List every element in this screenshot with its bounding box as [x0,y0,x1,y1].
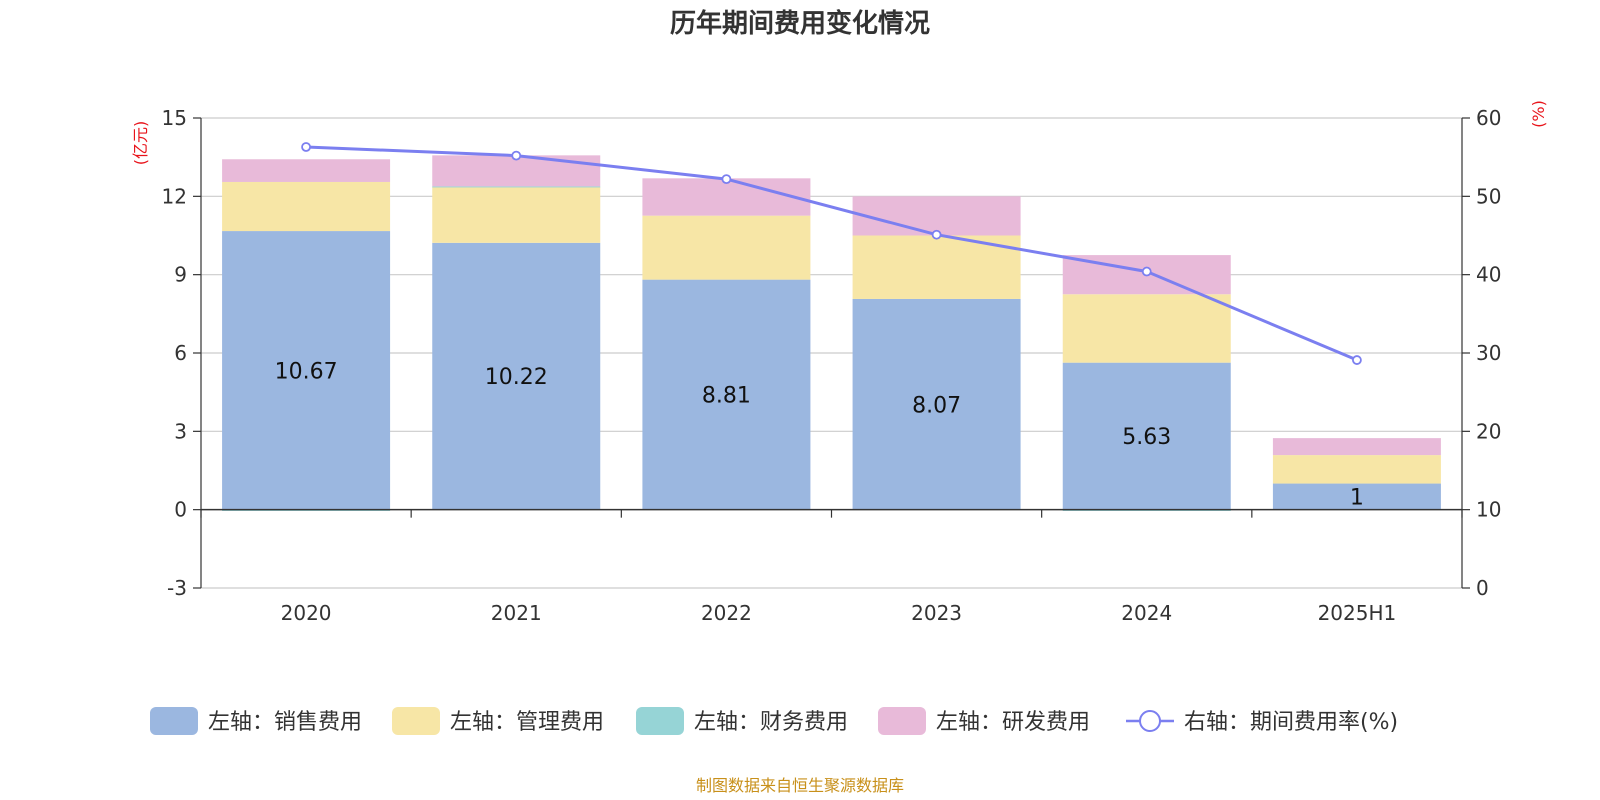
bar-2025H1 [1272,455,1441,484]
x-axis-tick-label: 2023 [911,601,962,625]
bar-2020 [222,181,391,232]
rate-point [931,229,942,240]
left-axis-tick-label: 12 [162,184,187,208]
left-axis-tick-label: 15 [162,106,187,130]
legend-swatch [392,707,440,735]
rate-point [511,150,522,161]
x-axis-tick-label: 2021 [491,601,542,625]
data-source-note: 制图数据来自恒生聚源数据库 [696,776,904,795]
data-label: 1 [1350,486,1364,511]
bar-2025H1 [1272,483,1441,510]
left-axis-tick-label: 0 [174,498,187,522]
data-labels: 10.67 10.22 8.81 8.07 5.63 1 [275,359,1364,510]
right-axis-tick-label: 50 [1476,184,1501,208]
x-axis-tick-label: 2025H1 [1318,601,1397,625]
right-axis-tick-label: 30 [1476,341,1501,365]
right-axis-tick-label: 20 [1476,419,1501,443]
bar-2021 [432,242,601,510]
rate-point [1141,266,1152,277]
left-axis-tick-label: 3 [174,419,187,443]
line-series [301,142,1362,365]
right-axis-unit: (%) [1529,100,1548,128]
rate-point [301,142,311,152]
legend-swatch [878,707,926,735]
legend-swatch [150,707,198,735]
bar-2022 [642,178,811,216]
bar-2022 [642,215,811,280]
right-axis-tick-label: 10 [1476,498,1501,522]
legend: 左轴：销售费用 左轴：管理费用 左轴：财务费用 左轴：研发费用 右轴：期间费用率(%) [150,707,1398,735]
data-label: 8.07 [912,393,961,418]
legend-label: 左轴：管理费用 [450,710,604,735]
rate-point [721,174,732,185]
bar-series [222,155,1441,511]
bar-2020 [222,159,391,182]
bar-2025H1 [1272,438,1441,456]
bar-2022 [642,279,811,510]
bar-2023 [852,235,1021,299]
x-axis-tick-label: 2024 [1121,601,1172,625]
legend-label: 左轴：财务费用 [694,710,848,735]
left-axis-tick-label: 6 [174,341,187,365]
right-axis-tick-label: 40 [1476,263,1501,287]
bar-2021 [432,186,601,188]
right-axis-tick-label: 0 [1476,576,1489,600]
legend-label: 左轴：销售费用 [208,710,362,735]
legend-swatch [636,707,684,735]
legend-label: 左轴：研发费用 [936,710,1090,735]
legend-label: 右轴：期间费用率(%) [1184,710,1398,735]
left-axis-unit: (亿元) [131,121,150,166]
bar-2024 [1062,362,1231,510]
data-label: 10.67 [275,359,338,384]
bar-2024 [1062,294,1231,363]
left-axis-tick-label: -3 [167,576,187,600]
bar-2023 [852,196,1021,236]
legend-marker [1139,710,1161,732]
data-label: 8.81 [702,384,751,409]
data-label: 10.22 [485,365,548,390]
x-axis-tick-label: 2022 [701,601,752,625]
left-axis-tick-label: 9 [174,263,187,287]
rate-point [1352,355,1362,365]
chart-title: 历年期间费用变化情况 [670,8,930,39]
bar-2021 [432,186,601,243]
rate-line [306,145,1358,362]
data-label: 5.63 [1122,425,1171,450]
right-axis-tick-label: 60 [1476,106,1501,130]
x-axis-tick-label: 2020 [281,601,332,625]
bar-2023 [852,298,1021,510]
bar-2020 [222,231,391,510]
